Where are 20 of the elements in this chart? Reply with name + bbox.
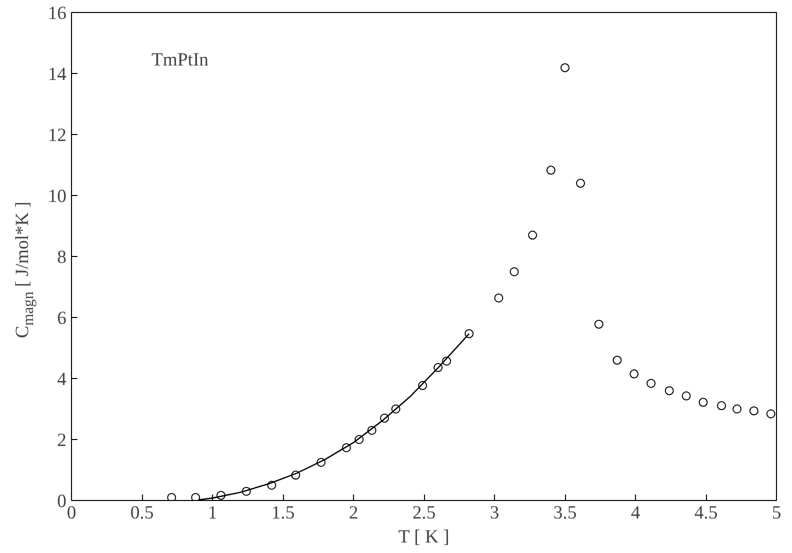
- y-tick-label: 6: [57, 308, 66, 329]
- x-axis-title: T [ K ]: [398, 526, 450, 548]
- x-tick-label: 3.5: [553, 502, 577, 524]
- x-tick-label: 2.5: [412, 502, 436, 524]
- y-tick-label: 8: [57, 247, 66, 268]
- annotation: TmPtIn: [152, 50, 210, 70]
- x-tick-label: 2: [348, 502, 358, 524]
- x-tick-label: 4: [630, 502, 641, 524]
- x-tick-label: 1: [208, 502, 218, 524]
- y-tick-label: 4: [57, 369, 68, 390]
- y-tick-label: 16: [48, 3, 66, 24]
- x-tick-label: 3: [490, 502, 500, 524]
- x-tick-label: 4.5: [694, 502, 718, 524]
- y-tick-label: 12: [48, 125, 66, 146]
- x-tick-label: 5: [772, 502, 782, 524]
- y-tick-label: 14: [48, 64, 68, 85]
- x-tick-label: 1.5: [271, 502, 295, 524]
- y-tick-label: 2: [57, 430, 66, 451]
- y-tick-label: 10: [48, 186, 66, 207]
- x-tick-label: 0.5: [130, 502, 154, 524]
